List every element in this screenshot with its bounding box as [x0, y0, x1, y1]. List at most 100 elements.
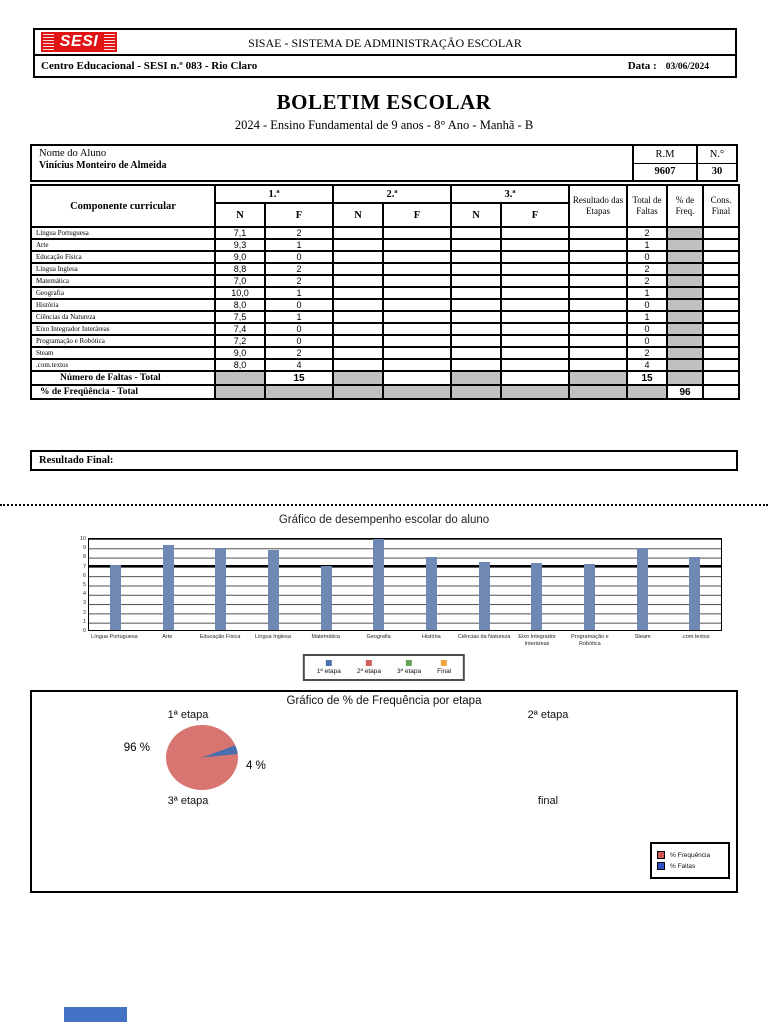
grade-cell	[332, 322, 384, 336]
freq-cell	[666, 286, 704, 300]
resultado-cell	[568, 262, 628, 276]
faltas-cell: 1	[264, 310, 334, 324]
grade-cell	[332, 358, 384, 372]
subject-cell: Matemática	[30, 274, 216, 288]
legend-item: 3ª etapa	[397, 660, 421, 675]
system-title: SISAE - SISTEMA DE ADMINISTRAÇÃO ESCOLAR	[248, 36, 522, 50]
resultado-header: Resultado das Etapas	[568, 184, 628, 228]
bar-arte	[162, 545, 174, 630]
student-number-block: N.° 30	[696, 146, 736, 180]
bars-container	[89, 539, 721, 630]
grade-cell	[332, 238, 384, 252]
cons-cell	[702, 286, 740, 300]
faltas-cell	[500, 346, 570, 360]
header-row-nf: N F N F N F	[31, 202, 739, 228]
resultado-cell	[568, 358, 628, 372]
rm-value: 9607	[654, 166, 676, 177]
total-faltas-header: Total de Faltas	[626, 184, 668, 228]
grade-cell	[450, 250, 502, 264]
n2-header: N	[332, 202, 384, 228]
pie-label-final: final	[537, 795, 559, 807]
x-axis-labels: Língua Portuguesa Arte Educação Física L…	[91, 634, 710, 648]
grade-cell	[332, 286, 384, 300]
faltas-cell	[500, 298, 570, 312]
blocked-cell	[332, 384, 384, 400]
cons-cell	[702, 322, 740, 336]
grade-cell	[450, 346, 502, 360]
faltas-cell: 0	[264, 334, 334, 348]
total-faltas-cell: 1	[626, 286, 668, 300]
student-name: Vinícius Monteiro de Almeida	[39, 160, 167, 171]
bar-programacao-robotica	[583, 564, 595, 630]
pie-value-frequencia: 96 %	[123, 742, 150, 754]
freq-total-label: % de Freqüência - Total	[30, 384, 216, 400]
table-row: História 8,0 0 0	[30, 298, 740, 312]
grade-cell	[332, 262, 384, 276]
freq-cell	[666, 346, 704, 360]
component-header: Componente curricular	[30, 184, 216, 228]
faltas-cell: 2	[264, 262, 334, 276]
header-top-row: SESI SISAE - SISTEMA DE ADMINISTRAÇÃO ES…	[35, 30, 735, 56]
bar-plot: 10 9 8 7 6 5 4 3 2 1 0	[80, 536, 722, 634]
bar-steam	[636, 548, 648, 630]
grade-cell: 10,0	[214, 286, 266, 300]
bar-lingua-inglesa	[267, 549, 279, 630]
total-faltas-cell: 1	[626, 310, 668, 324]
subject-cell: Programação e Robótica	[30, 334, 216, 348]
student-rm-block: R.M 9607	[632, 146, 696, 180]
freq-cell	[666, 298, 704, 312]
pie-legend: % Frequência % Faltas	[650, 842, 730, 879]
faltas-cell	[500, 334, 570, 348]
faltas-cell: 2	[264, 346, 334, 360]
pie-label-3a-etapa: 3ª etapa	[167, 795, 209, 807]
grade-cell: 7,1	[214, 226, 266, 240]
faltas-cell	[500, 358, 570, 372]
faltas-cell	[382, 334, 452, 348]
cons-cell	[702, 334, 740, 348]
faltas-cell: 1	[264, 238, 334, 252]
n3-header: N	[450, 202, 502, 228]
blocked-cell	[450, 370, 502, 386]
resultado-cell	[568, 322, 628, 336]
etapa2-header: 2.ª	[332, 184, 452, 204]
sesi-logo: SESI	[41, 32, 117, 52]
legend-swatch-etapa3	[406, 660, 413, 666]
faltas-total-etapa2	[382, 370, 452, 386]
faltas-cell: 0	[264, 322, 334, 336]
table-row: Steam 9,0 2 2	[30, 346, 740, 360]
grade-cell: 7,4	[214, 322, 266, 336]
cons-header: Cons. Final	[702, 184, 740, 228]
bar-geografia	[373, 539, 385, 630]
grade-cell	[450, 226, 502, 240]
page-title: BOLETIM ESCOLAR	[276, 90, 492, 114]
dashed-separator	[0, 504, 768, 506]
faltas-cell	[500, 286, 570, 300]
table-row: Ciências da Natureza 7,5 1 1	[30, 310, 740, 324]
grade-cell	[450, 322, 502, 336]
faltas-cell	[382, 358, 452, 372]
cons-cell	[702, 358, 740, 372]
grade-cell: 8,8	[214, 262, 266, 276]
grade-cell: 9,0	[214, 346, 266, 360]
legend-item: 1ª etapa	[317, 660, 341, 675]
cons-cell	[702, 346, 740, 360]
student-name-block: Nome do Aluno Vinícius Monteiro de Almei…	[32, 146, 632, 180]
faltas-cell	[382, 226, 452, 240]
grade-cell: 8,0	[214, 298, 266, 312]
etapa3-header: 3.ª	[450, 184, 570, 204]
freq-cell	[666, 238, 704, 252]
date-value: 03/06/2024	[665, 62, 709, 72]
freq-cell	[666, 226, 704, 240]
header-row-etapas: Componente curricular 1.ª 2.ª 3.ª Result…	[30, 184, 740, 228]
faltas-cell	[500, 274, 570, 288]
freq-cell	[666, 310, 704, 324]
resultado-final-box: Resultado Final:	[30, 450, 738, 471]
date-label: Data :	[627, 60, 657, 72]
subject-cell: Steam	[30, 346, 216, 360]
pie-chart-box: Gráfico de % de Frequência por etapa 1ª …	[30, 690, 738, 893]
grade-cell	[450, 334, 502, 348]
table-row: Língua Portuguesa 7,1 2 2	[30, 226, 740, 240]
table-row: Arte 9,3 1 1	[30, 238, 740, 252]
grade-cell: 7,2	[214, 334, 266, 348]
faltas-cell	[382, 274, 452, 288]
